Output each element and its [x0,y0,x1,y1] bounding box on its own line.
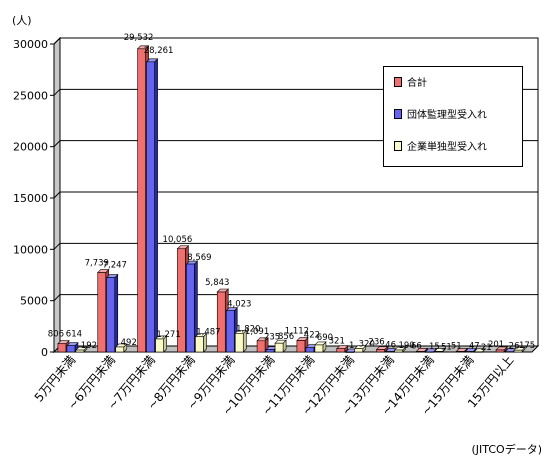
legend-swatch-single [394,141,402,151]
bar-single [75,349,85,353]
bar-group [146,61,155,353]
bar-group [265,349,275,353]
legend-label-single: 企業単独型受入れ [407,142,487,153]
legend-swatch-group [394,109,402,119]
data-label-total: 10,056 [163,235,193,245]
bar-total [455,351,465,353]
legend-item-single: 企業単独型受入れ [394,141,487,154]
gridline [53,294,538,302]
data-label-single: 320 [359,340,375,350]
y-tick-label: 0 [41,346,48,359]
data-label-single: 21 [481,343,492,353]
data-label-total: 5,843 [205,278,229,288]
bar-side-group [114,273,119,353]
bar-group [106,277,116,353]
data-label-total: 51 [451,341,462,351]
bar-single [394,349,403,353]
bar-total [416,351,425,353]
bar-total [336,348,346,353]
bar-single [195,336,204,353]
gridline [53,88,538,96]
legend-swatch-total [394,77,402,87]
bar-total [256,340,266,353]
bar-total [177,248,186,353]
data-label-total: 201 [488,340,504,350]
data-label-single: 192 [81,341,97,351]
data-label-group: 15 [429,342,440,352]
bar-group [186,263,195,353]
data-label-single: 690 [317,333,333,343]
bar-group [385,351,394,353]
y-tick-label: 25000 [13,89,48,102]
data-label-total: 1,112 [285,327,309,337]
data-label-total: 7,739 [85,259,109,269]
data-label-group: 422 [304,331,320,341]
data-label-group: 28,261 [144,46,174,56]
data-label-group: 614 [66,330,82,340]
bar-total [57,343,67,353]
bar-total [97,272,107,353]
bar-group [345,351,355,353]
bar-total [495,349,505,353]
gridline [53,191,538,199]
data-label-single: 1,820 [236,324,260,334]
data-label-total: 66 [411,341,422,351]
data-label-total: 806 [48,330,64,340]
legend-label-group: 団体監理型受入れ [407,110,487,121]
y-tick-label: 5000 [20,295,48,308]
legend-label-total: 合計 [407,78,427,89]
bar-total [216,291,226,353]
bar-group [305,347,315,353]
bar-single [234,333,244,353]
gridline [53,37,538,45]
bar-group [225,310,235,353]
gridline [53,140,538,148]
data-label-total: 29,532 [124,33,154,43]
gridline [53,242,538,250]
data-label-group: 47 [469,342,480,352]
data-label-single: 1,487 [196,328,220,338]
data-label-single: 492 [121,338,137,348]
bar-group [504,351,514,353]
y-axis-unit-label: (人) [12,14,32,27]
bar-single [274,342,284,353]
y-tick-label: 10000 [13,243,48,256]
legend-item-total: 合計 [394,77,427,90]
data-label-single: 175 [519,341,535,351]
data-label-single: 856 [278,332,294,342]
data-label-single: 1,271 [156,330,180,340]
bar-single [513,349,523,353]
bar-single [314,344,324,353]
data-label-single: 190 [398,341,414,351]
bar-total [296,340,306,353]
bar-single [155,338,164,353]
bar-group [66,345,76,353]
data-label-total: 236 [368,338,384,348]
legend: 合計 団体監理型受入れ 企業単独型受入れ [383,66,523,167]
data-label-single: 51 [441,342,452,352]
data-label-total: 321 [329,337,345,347]
bar-single [473,351,483,353]
bar-side-group [154,58,158,353]
y-tick-label: 15000 [13,192,48,205]
legend-item-group: 団体監理型受入れ [394,109,487,122]
y-tick-label: 30000 [13,38,48,51]
bar-group [464,351,474,353]
data-label-group: 4,023 [227,300,251,310]
data-label-group: 1 [349,341,354,351]
data-label-group: 26 [509,342,520,352]
bar-group [425,351,434,353]
y-tick-label: 20000 [13,141,48,154]
data-label-group: 7,247 [103,261,127,271]
bar-single [115,346,125,353]
data-label-group: 8,569 [187,253,211,263]
data-label-group: 235 [264,333,280,343]
bar-total [376,349,385,353]
source-note: (JITCOデータ) [471,443,543,456]
bar-single [434,351,443,353]
data-label-group: 46 [385,341,396,351]
bar-total [137,48,146,353]
bar-single [354,348,364,353]
data-label-total: 1,091 [245,327,269,337]
